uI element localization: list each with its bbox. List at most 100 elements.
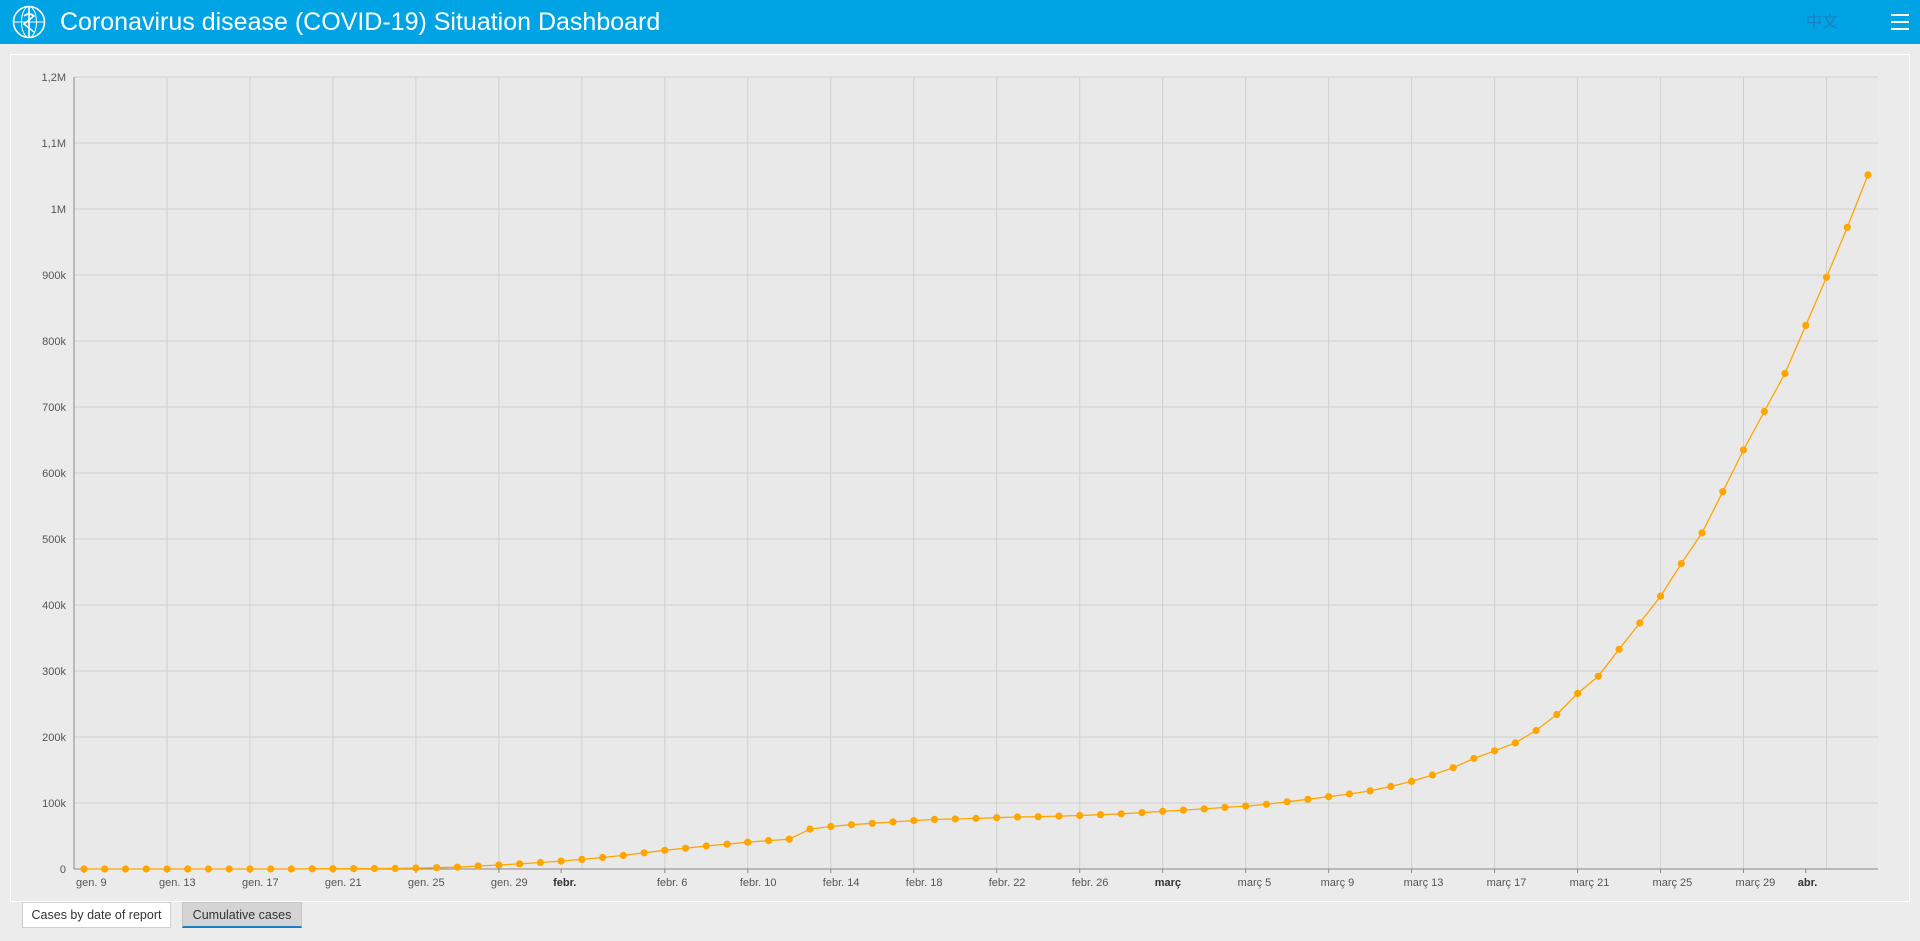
- data-point: [184, 865, 192, 873]
- data-point: [1677, 560, 1685, 568]
- x-tick-label: març 9: [1321, 877, 1355, 889]
- data-point: [1345, 790, 1353, 798]
- y-tick-label: 0: [60, 864, 66, 876]
- y-tick-label: 700k: [42, 402, 66, 414]
- data-point: [1574, 689, 1582, 698]
- data-point: [453, 863, 461, 871]
- data-point: [910, 817, 918, 825]
- x-tick-label: abr.: [1798, 877, 1818, 889]
- data-point: [1449, 764, 1457, 772]
- data-point: [163, 865, 171, 873]
- data-point: [412, 864, 420, 872]
- data-point: [1781, 369, 1789, 377]
- data-point: [557, 857, 565, 865]
- data-point: [1387, 782, 1395, 791]
- data-point: [889, 818, 897, 826]
- data-point: [1428, 771, 1436, 779]
- data-point: [682, 844, 690, 852]
- data-point: [1283, 798, 1291, 806]
- data-point: [847, 821, 856, 829]
- data-point: [1553, 710, 1561, 719]
- cumulative-cases-chart: 0 100k 200k 300k 400k 500k 600k 700k 800k 900k 1M 1…: [42, 72, 1878, 889]
- data-point: [329, 865, 337, 873]
- y-tick-label: 1M: [51, 204, 66, 216]
- y-tick-label: 800k: [42, 336, 66, 348]
- data-point: [1594, 672, 1602, 680]
- data-point: [1221, 803, 1229, 812]
- data-point: [1138, 809, 1146, 817]
- data-point: [993, 814, 1001, 822]
- data-point: [806, 825, 814, 833]
- data-point: [744, 838, 752, 846]
- data-point: [1034, 813, 1042, 821]
- data-point: [1843, 223, 1851, 231]
- data-point: [1822, 273, 1831, 281]
- data-point: [619, 851, 627, 860]
- data-point: [246, 865, 254, 873]
- data-point: [972, 814, 980, 823]
- data-point: [267, 865, 275, 873]
- x-tick-label: gen. 13: [159, 877, 196, 889]
- data-point: [1698, 529, 1706, 537]
- data-point: [1013, 813, 1022, 821]
- data-point: [868, 819, 876, 827]
- x-tick-label: febr. 22: [989, 877, 1026, 889]
- x-tick-label: febr. 6: [657, 877, 688, 889]
- language-link[interactable]: 中文: [1806, 14, 1839, 31]
- data-point: [370, 864, 378, 873]
- data-point: [1739, 446, 1748, 454]
- data-point: [1096, 811, 1105, 819]
- data-point: [287, 865, 295, 873]
- data-point: [1532, 726, 1540, 735]
- data-point: [1117, 810, 1125, 818]
- data-point: [121, 865, 130, 873]
- x-tick-label: març 29: [1736, 877, 1776, 889]
- data-point: [723, 840, 731, 848]
- x-tick-label: març 21: [1570, 877, 1610, 889]
- data-point: [1408, 777, 1416, 786]
- y-tick-label: 1,1M: [42, 138, 66, 150]
- x-tick-label: febr. 14: [823, 877, 860, 889]
- data-point: [1657, 592, 1665, 600]
- y-tick-label: 900k: [42, 270, 66, 282]
- y-tick-label: 100k: [42, 798, 66, 810]
- data-point: [1719, 488, 1727, 496]
- data-point: [578, 855, 586, 864]
- x-tick-label: març 13: [1404, 877, 1444, 889]
- x-tick-label: gen. 25: [408, 877, 445, 889]
- x-tick-label: febr. 26: [1072, 877, 1109, 889]
- data-point: [536, 858, 545, 867]
- data-point: [827, 822, 835, 831]
- data-point: [1864, 171, 1872, 179]
- y-tick-label: 400k: [42, 600, 66, 612]
- x-tick-label: febr. 10: [740, 877, 777, 889]
- tab-cases-by-date-of-report[interactable]: Cases by date of report: [22, 902, 171, 928]
- data-point: [1304, 795, 1312, 803]
- data-point: [516, 860, 524, 868]
- data-point: [1470, 754, 1478, 763]
- chart-panel: 0 100k 200k 300k 400k 500k 600k 700k 800k 900k 1M 1…: [10, 54, 1910, 902]
- data-point: [785, 835, 793, 843]
- x-tick-label: març 25: [1653, 877, 1693, 889]
- data-point: [391, 864, 399, 873]
- data-point: [951, 815, 959, 823]
- data-point: [702, 842, 710, 850]
- x-tick-label: gen. 29: [491, 877, 528, 889]
- data-point: [101, 865, 109, 873]
- x-tick-label: març 5: [1238, 877, 1272, 889]
- x-tick-label: març: [1155, 877, 1181, 889]
- data-point: [640, 849, 648, 857]
- data-point: [433, 864, 441, 872]
- x-tick-label: gen. 21: [325, 877, 362, 889]
- tab-cumulative-cases[interactable]: Cumulative cases: [182, 902, 302, 928]
- data-point: [1366, 787, 1374, 795]
- header-bar: Coronavirus disease (COVID-19) Situation…: [0, 0, 1920, 44]
- hamburger-menu-icon[interactable]: [1891, 10, 1909, 34]
- y-tick-label: 600k: [42, 468, 66, 480]
- data-point: [1615, 645, 1623, 653]
- x-tick-label: gen. 9: [76, 877, 107, 889]
- y-tick-label: 1,2M: [42, 72, 66, 84]
- page-title: Coronavirus disease (COVID-19) Situation…: [60, 8, 661, 36]
- data-point: [1200, 805, 1208, 813]
- x-tick-label: març 17: [1487, 877, 1527, 889]
